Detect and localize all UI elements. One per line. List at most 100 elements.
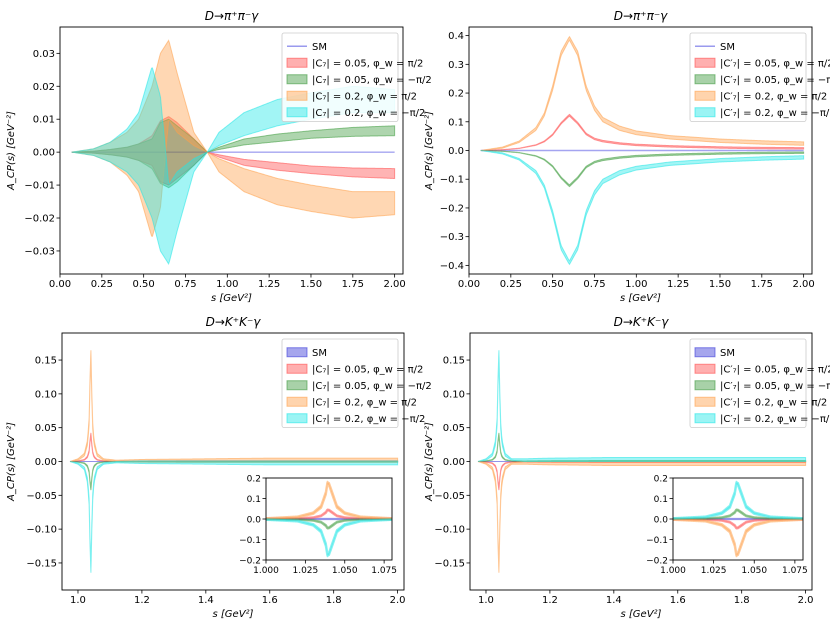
panel-1-ytick-label: −0.02: [24, 214, 55, 225]
legend-label: |C₇| = 0.05, φ_w = π/2: [312, 364, 423, 375]
inset-4-series-4-band: [673, 480, 803, 520]
legend-swatch: [694, 347, 716, 358]
panel-3-ytick-label: −0.15: [26, 558, 57, 569]
panel-3-series-3-band: [69, 350, 399, 463]
inset-3-xtick-label: 1.025: [292, 566, 318, 576]
panel-2-xtick-label: 2.00: [793, 279, 815, 290]
inset-4-series-3-band: [673, 518, 803, 558]
panel-4-series-group: [477, 350, 807, 573]
inset-3-ytick-label: −0.2: [239, 557, 261, 567]
legend-box: [689, 32, 807, 122]
legend-label: SM: [720, 348, 735, 359]
panel-1-xtick-label: 2.00: [384, 279, 406, 290]
panel-2-ytick-label: 0.0: [448, 146, 464, 157]
panel-1-series-3-band: [71, 39, 396, 237]
panel-3-series-group: [69, 350, 399, 573]
panel-4-xtick-label: 1.6: [670, 595, 686, 606]
inset-3-series-2-band: [266, 517, 392, 530]
legend-swatch: [286, 90, 308, 101]
legend-swatch: [286, 396, 308, 407]
inset-3-xtick-label: 1.000: [253, 566, 279, 576]
panel-4-ytick-label: 0.05: [443, 423, 465, 434]
panel-title: D→π⁺π⁻γ: [205, 9, 259, 23]
x-axis-label: s [GeV²]: [213, 609, 254, 620]
panel-1-xtick-label: 0.00: [49, 279, 71, 290]
panel-4-ytick-label: −0.15: [434, 558, 465, 569]
panel-1-ytick-label: 0.03: [33, 49, 55, 60]
inset-4-series-group: [673, 480, 803, 558]
inset-4-ytick-label: 0.2: [654, 475, 668, 485]
legend-swatch: [286, 57, 308, 68]
legend-label: |C₇| = 0.05, φ_w = −π/2: [312, 75, 432, 86]
inset-4-frame: [672, 477, 804, 561]
legend-box: [689, 338, 807, 428]
inset-3-series-4-band: [266, 518, 392, 558]
legend-swatch: [286, 74, 308, 85]
inset-3-xtick-label: 1.075: [371, 566, 397, 576]
legend-label: SM: [312, 42, 327, 53]
panel-1-xtick-label: 0.50: [133, 279, 155, 290]
legend-label: |C₇| = 0.2, φ_w = −π/2: [312, 414, 425, 425]
legend-label: |C₇| = 0.05, φ_w = −π/2: [312, 381, 432, 392]
panel-1-xtick-label: 0.75: [174, 279, 196, 290]
panel-4-ytick-label: −0.05: [434, 491, 465, 502]
inset-4: 1.000 1.025 1.050 1.075 0.2 0.1 0.0 −0.1 −0.2: [646, 475, 808, 577]
legend-label: |C₇| = 0.05, φ_w = π/2: [312, 58, 423, 69]
legend-label: |C′₇| = 0.2, φ_w = −π/2: [720, 108, 830, 119]
panel-2-xtick-label: 0.50: [542, 279, 564, 290]
panel-3-ytick-label: 0.15: [35, 356, 57, 367]
panel-1-xtick-label: 1.25: [258, 279, 280, 290]
legend-label: SM: [312, 348, 327, 359]
panel-1: 0.00 0.25 0.50 0.75 1.00 1.25 1.50 1.75 2.00 0.03…: [6, 9, 432, 304]
legend-swatch: [286, 363, 308, 374]
legend-label: |C′₇| = 0.05, φ_w = π/2: [720, 58, 830, 69]
panel-1-ytick-label: 0.00: [33, 148, 55, 159]
legend-swatch: [694, 90, 716, 101]
legend: SM |C₇| = 0.05, φ_w = π/2 |C₇| = 0.05, φ_w…: [281, 338, 432, 428]
panel-4-xtick-label: 1.0: [478, 595, 494, 606]
panel-1-ytick-label: −0.01: [24, 181, 55, 192]
panel-4: 1.0 1.2 1.4 1.6 1.8 2.0 0.15 0.10 0.05 0.00 −0.05 −…: [424, 315, 830, 620]
panel-1-xtick-label: 1.75: [342, 279, 364, 290]
panel-2-series-2-band: [480, 150, 805, 188]
legend-label: |C′₇| = 0.2, φ_w = −π/2: [720, 414, 830, 425]
panel-2-xtick-label: 1.50: [709, 279, 731, 290]
inset-3-series-group: [266, 480, 392, 558]
legend: SM |C′₇| = 0.05, φ_w = π/2 |C′₇| = 0.05, φ…: [689, 338, 830, 428]
panel-1-xtick-label: 1.00: [216, 279, 238, 290]
panel-3-xtick-label: 1.0: [70, 595, 86, 606]
inset-3-ytick-label: 0.1: [247, 495, 261, 505]
legend-label: SM: [720, 42, 735, 53]
y-axis-label: A_CP(s) [GeV⁻²]: [6, 111, 17, 191]
panel-2-xtick-label: 0.75: [583, 279, 605, 290]
panel-3-ytick-label: 0.05: [35, 423, 57, 434]
panel-3-series-4-band: [69, 460, 399, 573]
panel-2-ytick-label: 0.1: [448, 117, 464, 128]
panel-2-xtick-label: 1.00: [625, 279, 647, 290]
legend-label: |C₇| = 0.2, φ_w = π/2: [312, 397, 417, 408]
panel-3-series-1-band: [69, 432, 399, 462]
legend-swatch: [694, 107, 716, 118]
legend-swatch: [694, 413, 716, 424]
panel-4-xtick-label: 1.8: [734, 595, 750, 606]
panel-3-xtick-label: 1.8: [326, 595, 342, 606]
panel-2-series-group: [480, 35, 805, 266]
inset-3-frame: [265, 477, 393, 561]
panel-2-ytick-label: −0.4: [440, 261, 464, 272]
legend-swatch: [286, 413, 308, 424]
inset-3-ytick-label: 0.2: [247, 475, 261, 485]
inset-4-ytick-label: −0.2: [646, 557, 668, 567]
legend-label: |C₇| = 0.2, φ_w = π/2: [312, 91, 417, 102]
panel-4-ytick-label: 0.00: [443, 457, 465, 468]
panel-4-series-4-band: [477, 350, 807, 462]
panel-2: 0.00 0.25 0.50 0.75 1.00 1.25 1.50 1.75 2.00 0.4 0…: [424, 9, 830, 304]
x-axis-label: s [GeV²]: [621, 609, 662, 620]
inset-3-series-3-band: [266, 480, 392, 520]
panel-4-xtick-label: 1.2: [542, 595, 558, 606]
legend-swatch: [286, 380, 308, 391]
inset-3-series-1-band: [266, 508, 392, 521]
panel-3-xtick-label: 1.2: [134, 595, 150, 606]
legend-label: |C′₇| = 0.05, φ_w = −π/2: [720, 75, 830, 86]
legend-swatch: [694, 396, 716, 407]
